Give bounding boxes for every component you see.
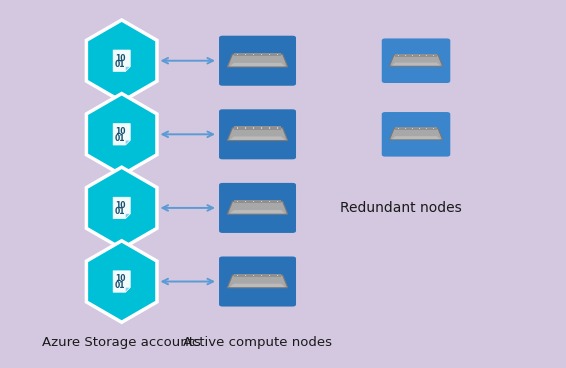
Polygon shape: [228, 128, 288, 141]
Bar: [237, 127, 238, 128]
Bar: [405, 128, 406, 129]
Bar: [426, 55, 427, 56]
Polygon shape: [87, 20, 157, 102]
Polygon shape: [228, 275, 288, 288]
Polygon shape: [113, 124, 130, 145]
Bar: [261, 127, 262, 128]
Bar: [412, 55, 413, 56]
Bar: [253, 201, 254, 202]
Bar: [261, 54, 262, 55]
Polygon shape: [113, 197, 130, 219]
FancyBboxPatch shape: [219, 109, 296, 159]
Polygon shape: [113, 271, 130, 292]
Polygon shape: [395, 127, 437, 130]
Bar: [433, 128, 434, 129]
Bar: [398, 128, 399, 129]
Text: 01: 01: [115, 134, 126, 143]
Polygon shape: [234, 200, 281, 203]
Bar: [433, 55, 434, 56]
Bar: [405, 55, 406, 56]
Bar: [253, 127, 254, 128]
Bar: [253, 275, 254, 276]
Text: Active compute nodes: Active compute nodes: [183, 336, 332, 349]
Bar: [277, 127, 278, 128]
Polygon shape: [234, 126, 281, 130]
Polygon shape: [126, 67, 130, 71]
FancyBboxPatch shape: [219, 183, 296, 233]
Text: 10: 10: [115, 54, 126, 63]
Text: 01: 01: [115, 207, 126, 216]
Polygon shape: [87, 241, 157, 322]
Text: 10: 10: [115, 201, 126, 210]
Polygon shape: [228, 54, 288, 67]
Text: Redundant nodes: Redundant nodes: [340, 201, 461, 215]
Polygon shape: [126, 287, 130, 292]
Bar: [245, 201, 246, 202]
Polygon shape: [230, 137, 285, 140]
Polygon shape: [113, 50, 130, 71]
Bar: [398, 55, 399, 56]
Bar: [269, 54, 270, 55]
Polygon shape: [228, 201, 288, 214]
FancyBboxPatch shape: [219, 36, 296, 86]
Polygon shape: [234, 273, 281, 277]
Polygon shape: [392, 63, 440, 66]
Bar: [245, 275, 246, 276]
Text: 10: 10: [115, 275, 126, 283]
Bar: [245, 127, 246, 128]
Polygon shape: [126, 140, 130, 145]
Bar: [237, 201, 238, 202]
Bar: [261, 275, 262, 276]
Bar: [412, 128, 413, 129]
Bar: [277, 275, 278, 276]
Polygon shape: [389, 55, 443, 66]
Bar: [419, 55, 420, 56]
Polygon shape: [392, 136, 440, 139]
Bar: [426, 128, 427, 129]
Text: 01: 01: [115, 60, 126, 69]
Polygon shape: [395, 54, 437, 57]
Bar: [277, 201, 278, 202]
Text: 01: 01: [115, 281, 126, 290]
Polygon shape: [87, 167, 157, 249]
Polygon shape: [230, 63, 285, 66]
Bar: [277, 54, 278, 55]
Bar: [237, 275, 238, 276]
Bar: [245, 54, 246, 55]
Polygon shape: [230, 210, 285, 213]
FancyBboxPatch shape: [381, 38, 451, 83]
FancyBboxPatch shape: [219, 256, 296, 307]
Bar: [269, 275, 270, 276]
Bar: [419, 128, 420, 129]
Bar: [253, 54, 254, 55]
Bar: [261, 201, 262, 202]
Text: Azure Storage accounts: Azure Storage accounts: [42, 336, 201, 349]
Bar: [269, 127, 270, 128]
Polygon shape: [234, 53, 281, 56]
Polygon shape: [230, 284, 285, 287]
Polygon shape: [126, 214, 130, 219]
Polygon shape: [87, 93, 157, 175]
FancyBboxPatch shape: [381, 112, 451, 157]
Text: 10: 10: [115, 127, 126, 136]
Polygon shape: [389, 128, 443, 140]
Bar: [269, 201, 270, 202]
Bar: [237, 54, 238, 55]
